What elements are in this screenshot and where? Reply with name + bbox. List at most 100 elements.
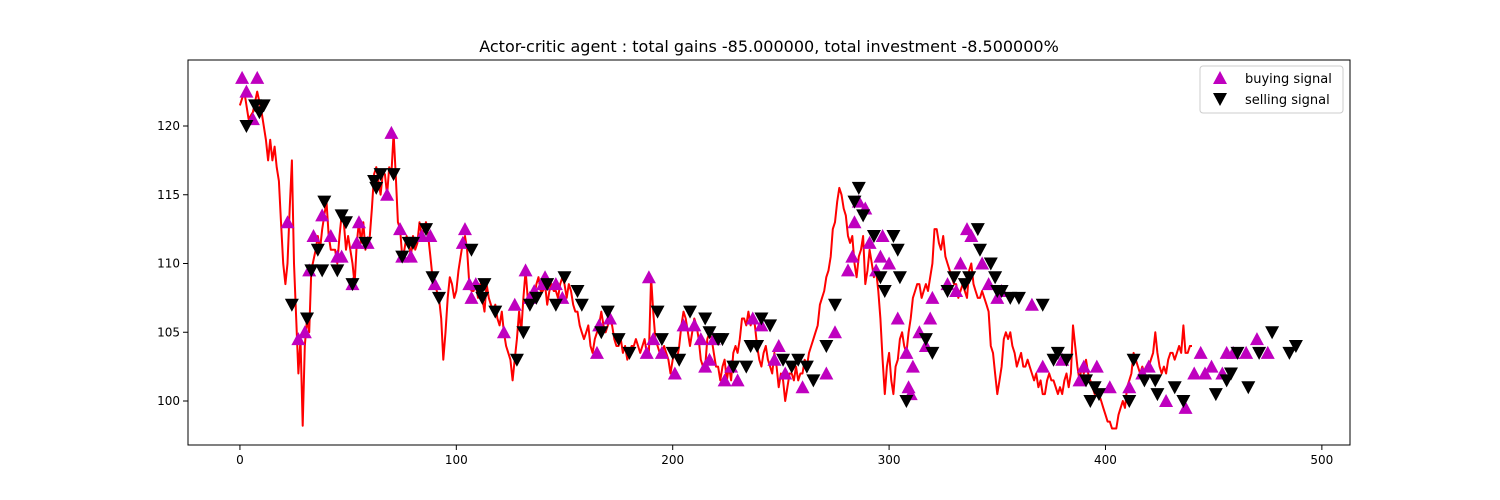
selling-signal-point <box>873 271 888 285</box>
x-tick-label: 300 <box>878 453 901 467</box>
selling-signal-point <box>540 278 555 292</box>
selling-signal-point <box>754 312 769 326</box>
selling-signal-point <box>406 236 421 250</box>
buying-signal-point <box>925 290 940 304</box>
data-series <box>235 70 1303 430</box>
buying-signal-point <box>380 187 395 201</box>
selling-signal-point <box>548 298 563 312</box>
selling-signal-point <box>300 312 315 326</box>
buying-signal-point <box>384 125 399 139</box>
legend-selling-label: selling signal <box>1245 93 1330 108</box>
selling-signal-point <box>1059 353 1074 367</box>
x-tick-label: 500 <box>1310 453 1333 467</box>
selling-signal-point <box>866 230 881 243</box>
buying-signal-point <box>548 277 563 291</box>
selling-signal-point <box>516 326 531 340</box>
buying-signal-point <box>882 256 897 270</box>
buying-signal-point <box>423 229 438 242</box>
buying-signal-point <box>457 222 472 236</box>
selling-signal-point <box>665 346 680 360</box>
selling-signal-point <box>1035 298 1050 312</box>
buying-signal-point <box>1076 359 1091 373</box>
selling-signal-point <box>367 175 382 188</box>
selling-signal-point <box>890 243 905 257</box>
selling-signal-point <box>1265 326 1280 340</box>
selling-signal-point <box>892 271 907 285</box>
selling-signal-point <box>334 209 349 223</box>
buying-signal-point <box>602 311 617 325</box>
selling-signal-point <box>622 346 637 360</box>
selling-signal-point <box>358 236 373 250</box>
selling-signal-point <box>784 360 799 374</box>
chart-title: Actor-critic agent : total gains -85.000… <box>479 37 1059 56</box>
selling-signal-point <box>1288 340 1303 353</box>
buying-signal-point <box>1159 394 1174 407</box>
buying-signal-point <box>1187 366 1202 380</box>
selling-signal-point <box>739 360 754 374</box>
x-tick-label: 100 <box>445 453 468 467</box>
buying-signal-point <box>239 84 254 98</box>
buying-signal-point <box>964 229 979 242</box>
selling-signal-point <box>1087 381 1102 395</box>
selling-signal-point <box>918 333 933 347</box>
buying-signal-point <box>873 249 888 263</box>
buying-signal-point <box>291 332 306 346</box>
selling-signal-point <box>600 305 615 319</box>
buying-signal-point <box>306 229 321 242</box>
selling-signal-point <box>611 333 626 347</box>
buying-signal-point <box>905 359 920 373</box>
selling-signal-point <box>345 278 360 292</box>
y-tick-label: 120 <box>157 119 180 133</box>
legend: buying signal selling signal <box>1199 65 1344 114</box>
buying-signal-point <box>845 249 860 263</box>
buying-signal-point <box>875 229 890 242</box>
buying-signal-point <box>698 359 713 373</box>
selling-signal-point <box>386 168 401 182</box>
buying-signal-point <box>771 339 786 352</box>
selling-signal-point <box>877 285 892 298</box>
selling-signal-point <box>962 271 977 285</box>
selling-signal-point <box>847 195 862 209</box>
selling-signal-point <box>650 305 665 319</box>
selling-signal-point <box>1083 395 1098 408</box>
selling-signal-point <box>1050 346 1065 360</box>
buying-signal-point <box>862 235 877 249</box>
buying-signal-point <box>778 366 793 380</box>
selling-signal-point <box>557 271 572 285</box>
x-tick-label: 0 <box>236 453 244 467</box>
selling-signal-point <box>672 353 687 367</box>
selling-signal-point <box>317 195 332 209</box>
buying-signal-point <box>1249 332 1264 346</box>
x-tick-label: 200 <box>661 453 684 467</box>
y-tick-label: 110 <box>157 257 180 271</box>
selling-signal-point <box>806 374 821 388</box>
selling-signal-point <box>239 120 254 133</box>
buying-signal-point <box>795 380 810 394</box>
buying-signal-point <box>654 345 669 359</box>
selling-signal-point <box>594 326 609 340</box>
selling-signal-point <box>369 181 384 195</box>
selling-signal-point <box>1241 381 1256 395</box>
selling-signal-point <box>856 209 871 223</box>
selling-signal-point <box>432 291 447 305</box>
buying-signal-point <box>1102 380 1117 394</box>
buying-signal-point <box>315 208 330 222</box>
selling-signal-point <box>851 181 866 195</box>
buying-signal-point <box>1239 345 1254 359</box>
selling-signal-point <box>1167 381 1182 395</box>
selling-signal-point <box>776 353 791 367</box>
selling-signal-point <box>304 264 319 278</box>
buying-signal-point <box>427 277 442 291</box>
selling-signal-point <box>1079 374 1094 388</box>
selling-signal-point <box>419 223 434 237</box>
buying-signal-point <box>334 249 349 263</box>
buying-signal-point <box>1072 373 1087 387</box>
selling-signal-point <box>256 99 271 113</box>
buying-signal-point <box>693 332 708 346</box>
selling-signal-point <box>1126 353 1141 367</box>
selling-signal-point <box>702 326 717 340</box>
selling-signal-point <box>819 340 834 353</box>
buying-signal-point <box>641 270 656 284</box>
selling-signal-point <box>425 271 440 285</box>
